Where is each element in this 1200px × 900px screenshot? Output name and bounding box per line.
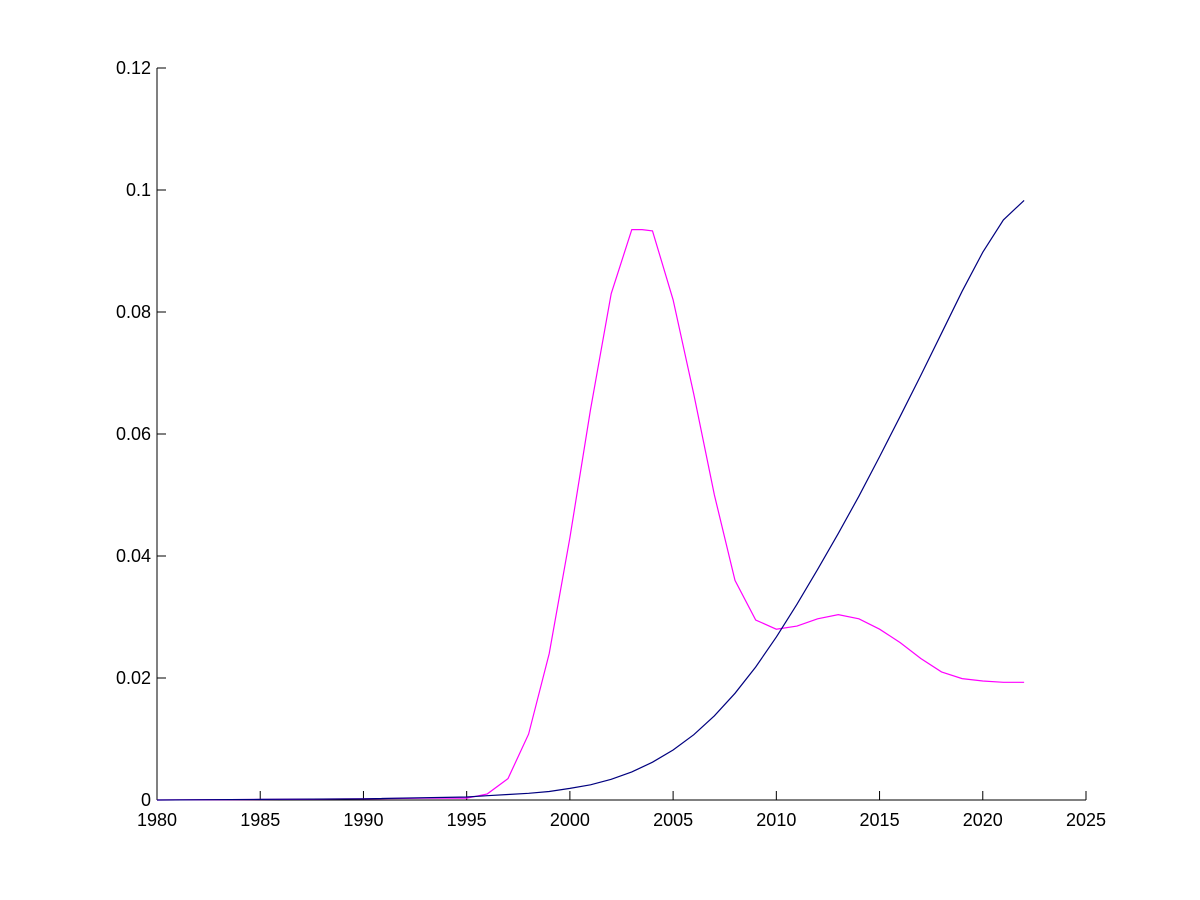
x-tick-label: 2020	[963, 810, 1003, 830]
series-line-2	[156, 199, 1025, 801]
x-tick-label: 2005	[653, 810, 693, 830]
x-tick-label: 1985	[240, 810, 280, 830]
y-tick-label: 0.06	[116, 424, 151, 444]
series-line-1	[156, 229, 1025, 801]
x-tick-label: 2015	[860, 810, 900, 830]
y-tick-label: 0.08	[116, 302, 151, 322]
x-axis-ticks: 1980 1985 1990 1995 2000 2005 2010 2015 2020 2025	[137, 791, 1106, 830]
x-tick-label: 1980	[137, 810, 177, 830]
axes	[156, 68, 1086, 801]
x-tick-label: 2000	[550, 810, 590, 830]
y-tick-label: 0.02	[116, 668, 151, 688]
y-tick-label: 0.12	[116, 58, 151, 78]
y-tick-label: 0.1	[126, 180, 151, 200]
y-tick-label: 0.04	[116, 546, 151, 566]
y-tick-label: 0	[141, 790, 151, 810]
x-tick-label: 1995	[447, 810, 487, 830]
series-layer	[156, 199, 1025, 801]
y-axis-ticks: 0 0.02 0.04 0.06 0.08 0.1 0.12	[116, 58, 166, 810]
x-tick-label: 2025	[1066, 810, 1106, 830]
x-tick-label: 2010	[756, 810, 796, 830]
x-tick-label: 1990	[343, 810, 383, 830]
